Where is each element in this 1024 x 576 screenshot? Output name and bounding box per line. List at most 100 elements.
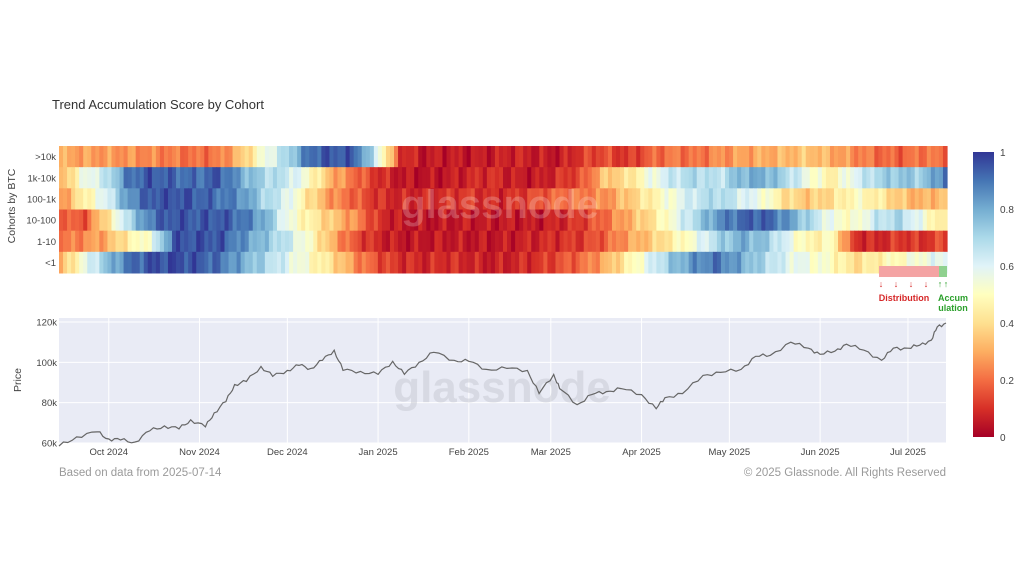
heatmap-cell [184, 146, 189, 168]
heatmap-cell [172, 167, 177, 189]
heatmap-cell [648, 209, 653, 232]
heatmap-cell [575, 251, 581, 274]
heatmap-cell [571, 251, 577, 274]
price-y-tick: 120k [36, 318, 57, 329]
heatmap-cell [228, 188, 234, 210]
price-x-tick: Dec 2024 [267, 447, 308, 458]
heatmap-cell [898, 146, 904, 168]
heatmap-cell [268, 251, 274, 274]
heatmap-cell [151, 230, 157, 253]
heatmap-cell [809, 188, 815, 210]
heatmap-cell [317, 209, 322, 232]
heatmap-cell [511, 230, 516, 253]
heatmap-cell [825, 230, 831, 253]
heatmap-cell [159, 188, 165, 210]
heatmap-cell [494, 167, 500, 189]
heatmap-cell [886, 167, 892, 189]
heatmap-cell [793, 188, 799, 210]
heatmap-cell [765, 230, 770, 253]
heatmap-cell [494, 146, 500, 168]
heatmap-cell [511, 251, 516, 274]
heatmap-cell [708, 167, 714, 189]
heatmap-cell [769, 146, 775, 168]
heatmap-cell [99, 251, 104, 274]
heatmap-cell [515, 251, 520, 274]
heatmap-cell [490, 209, 496, 232]
heatmap-cell [321, 167, 326, 189]
heatmap-cell [757, 251, 762, 274]
heatmap-cell [700, 209, 706, 232]
heatmap-cell [123, 230, 129, 253]
heatmap-cell [228, 251, 234, 274]
heatmap-cell [906, 188, 912, 210]
heatmap-cell [188, 251, 193, 274]
heatmap-cell [398, 251, 403, 274]
heatmap-cell [200, 209, 205, 232]
heatmap-cell [729, 230, 734, 253]
heatmap-cell [329, 188, 335, 210]
heatmap-cell [155, 230, 161, 253]
heatmap-cell [422, 251, 427, 274]
heatmap-cell [216, 209, 222, 232]
heatmap-cell [305, 167, 310, 189]
heatmap-cell [147, 209, 153, 232]
heatmap-cell [196, 251, 201, 274]
heatmap-cell [163, 209, 169, 232]
heatmap-cell [531, 251, 536, 274]
heatmap-cell [745, 251, 750, 274]
heatmap-cell [184, 188, 189, 210]
heatmap-cell [337, 188, 343, 210]
heatmap-cell [212, 167, 218, 189]
heatmap-cell [656, 188, 662, 210]
price-y-tick: 80k [42, 398, 58, 409]
heatmap-cell [644, 188, 649, 210]
heatmap-cell [394, 188, 399, 210]
heatmap-cell [498, 251, 504, 274]
heatmap-cell [543, 230, 548, 253]
heatmap-cell [248, 209, 254, 232]
heatmap-cell [777, 188, 783, 210]
heatmap-cell [281, 230, 286, 253]
heatmap-cell [515, 230, 520, 253]
heatmap-cell [725, 209, 730, 232]
heatmap-cell [640, 209, 645, 232]
heatmap-cell [527, 188, 532, 210]
heatmap-cell [632, 230, 637, 253]
heatmap-cell [583, 251, 589, 274]
heatmap-cell [111, 209, 117, 232]
heatmap-cell [385, 188, 391, 210]
price-gridlines [59, 318, 946, 444]
heatmap-cell [664, 167, 670, 189]
heatmap-cell [466, 167, 472, 189]
heatmap-cell [398, 209, 403, 232]
heatmap-cell [704, 230, 710, 253]
heatmap-cell [357, 188, 363, 210]
heatmap-cell [196, 146, 201, 168]
heatmap-cell [208, 251, 213, 274]
heatmap-cell [180, 167, 185, 189]
heatmap-cell [434, 167, 440, 189]
heatmap-cell [333, 188, 339, 210]
price-x-tick: Mar 2025 [531, 447, 571, 458]
heatmap-cell [632, 167, 637, 189]
heatmap-cell [446, 167, 452, 189]
heatmap-cell [862, 188, 867, 210]
heatmap-row-label: 1k-10k [27, 173, 56, 184]
heatmap-cell [858, 230, 863, 253]
heatmap-cell [789, 209, 795, 232]
heatmap-cell [394, 251, 399, 274]
heatmap-cell [591, 167, 597, 189]
heatmap-cell [462, 230, 468, 253]
heatmap-cell [785, 146, 791, 168]
heatmap-cell [777, 167, 783, 189]
heatmap-cell [256, 251, 262, 274]
heatmap-cell [107, 188, 113, 210]
heatmap-cell [535, 188, 540, 210]
heatmap-cell [369, 251, 375, 274]
heatmap-cell [260, 146, 266, 168]
colorbar-tick: 0.8 [1000, 205, 1014, 216]
heatmap-cell [712, 188, 718, 210]
heatmap-cell [176, 209, 181, 232]
heatmap-cell [119, 146, 125, 168]
heatmap-cell [123, 188, 129, 210]
